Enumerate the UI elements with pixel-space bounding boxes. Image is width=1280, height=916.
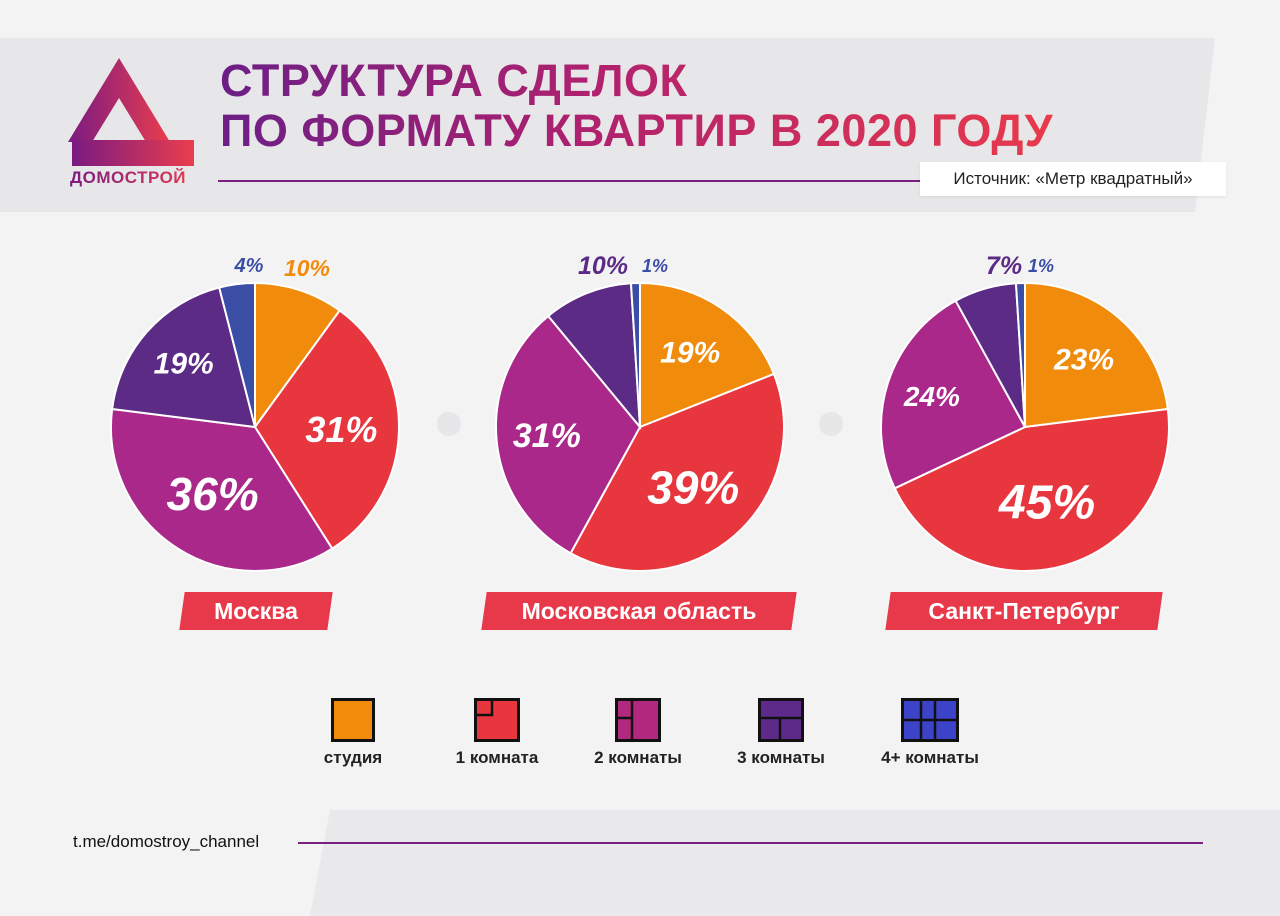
pie-label-three-rooms: 19%: [154, 348, 214, 381]
domostroy-logo: [68, 58, 194, 166]
pie-label-four-plus-rooms: 1%: [1028, 256, 1054, 276]
pie-slice-two-rooms: [110, 407, 334, 572]
pie-label-studio: 23%: [1053, 344, 1114, 377]
city-label-moscow-oblast: Московская область: [481, 592, 797, 630]
pie-label-four-plus-rooms: 4%: [234, 255, 264, 277]
pie-slice-studio: [1024, 281, 1169, 429]
telegram-channel-link[interactable]: t.me/domostroy_channel: [73, 832, 260, 851]
four-plus-rooms-icon: [901, 698, 959, 742]
pie-label-studio: 19%: [660, 337, 720, 370]
three-rooms-icon: [758, 698, 804, 742]
pie-slice-three-rooms: [111, 286, 257, 429]
pie-slice-four-plus-rooms: [1014, 281, 1026, 428]
pie-label-three-rooms: 7%: [986, 252, 1022, 280]
header-divider: [218, 180, 920, 182]
legend-item-three-rooms: 3 комнаты: [711, 698, 851, 778]
studio-icon: [331, 698, 375, 742]
pie-slice-four-plus-rooms: [629, 281, 641, 428]
pie-chart-saint-petersburg: 23% 45% 24% 7% 1%: [880, 252, 1170, 572]
pie-label-three-rooms: 10%: [578, 252, 628, 280]
pie-label-two-rooms: 24%: [903, 381, 960, 412]
pie-slice-three-rooms: [546, 282, 642, 431]
pie-slice-one-room: [893, 407, 1170, 572]
pie-slice-studio: [639, 281, 776, 429]
pie-label-one-room: 31%: [305, 409, 377, 450]
pie-slice-four-plus-rooms: [217, 281, 256, 428]
pie-chart-moscow-oblast: 19% 39% 31% 10% 1%: [495, 252, 785, 572]
pie-label-one-room: 45%: [998, 477, 1095, 530]
one-room-icon: [474, 698, 520, 742]
two-rooms-icon: [615, 698, 661, 742]
pie-label-two-rooms: 36%: [167, 468, 259, 520]
legend-item-two-rooms: 2 комнаты: [568, 698, 708, 778]
pie-slice-one-room: [253, 309, 400, 550]
pie-label-studio: 10%: [284, 255, 330, 281]
pie-slice-two-rooms: [495, 314, 642, 555]
title-line-1: СТРУКТУРА СДЕЛОК: [220, 55, 688, 106]
pie-label-one-room: 39%: [647, 462, 739, 514]
footer-divider: [298, 842, 1203, 844]
city-label-saint-petersburg: Санкт-Петербург: [885, 592, 1163, 630]
pie-slice-studio: [254, 281, 342, 431]
title-line-2: ПО ФОРМАТУ КВАРТИР В 2020 ГОДУ: [220, 105, 1053, 156]
source-note: Источник: «Метр квадратный»: [920, 162, 1226, 196]
pie-slice-two-rooms: [880, 299, 1027, 490]
logo-wordmark: ДОМОСТРОЙ: [70, 168, 200, 188]
city-label-moscow: Москва: [179, 592, 333, 630]
pie-charts: 10% 31% 36% 19% 4% 19% 39% 31% 10% 1% 23% 45% 24% 7% 1…: [110, 252, 1170, 572]
pie-slice-one-room: [569, 372, 785, 572]
pie-chart-moscow: 10% 31% 36% 19% 4%: [110, 255, 400, 572]
legend-item-one-room: 1 комната: [427, 698, 567, 778]
pie-label-four-plus-rooms: 1%: [642, 256, 668, 276]
pie-label-two-rooms: 31%: [513, 417, 581, 455]
legend-item-studio: студия: [283, 698, 423, 778]
page-title: СТРУКТУРА СДЕЛОК ПО ФОРМАТУ КВАРТИР В 20…: [220, 56, 1053, 156]
legend-item-four-plus-rooms: 4+ комнаты: [860, 698, 1000, 778]
